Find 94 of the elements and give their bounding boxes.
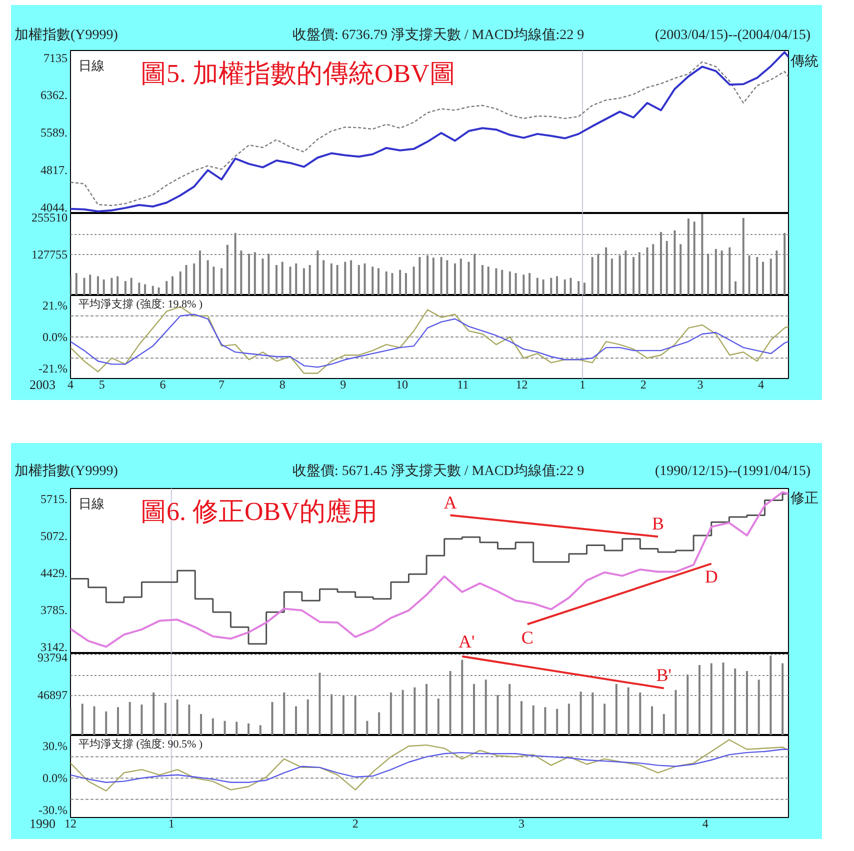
- y-tick-label: -21.%: [38, 362, 68, 376]
- annotation: B: [652, 514, 664, 534]
- x-tick-label: 4: [758, 378, 764, 392]
- x-tick-label: 10: [396, 378, 408, 392]
- x-tick-label: 4: [702, 816, 708, 830]
- bar: [698, 665, 700, 735]
- x-tick-label: 2: [640, 378, 646, 392]
- bar: [81, 704, 84, 735]
- annotation: B': [656, 665, 672, 686]
- x-tick-label: 3: [518, 816, 524, 830]
- x-axis-title: 2003: [30, 377, 56, 392]
- bar: [140, 704, 143, 735]
- text: (2003/04/15)--(2004/04/15): [654, 28, 811, 43]
- bar: [176, 699, 178, 735]
- series-label: 傳統: [790, 54, 818, 70]
- annotation: A: [444, 492, 457, 512]
- annotation: 日線: [78, 58, 104, 73]
- text: (1990/12/15)--(1991/04/15): [654, 464, 811, 479]
- chart-subtitle: 收盤價: 5671.45 淨支撐天數 / MACD均線值:22 9: [292, 463, 584, 479]
- bar: [93, 706, 96, 735]
- bar: [437, 698, 440, 735]
- x-tick-label: 5: [98, 378, 105, 392]
- x-tick-label: 9: [340, 378, 346, 392]
- x-tick-label: 12: [64, 816, 76, 830]
- y-tick-label: 4817.: [40, 162, 68, 177]
- line-series: [70, 739, 788, 792]
- bar: [330, 694, 333, 735]
- x-axis-title: 1990: [30, 816, 56, 831]
- bar: [520, 701, 522, 735]
- x-tick-label: 4: [68, 378, 74, 392]
- bar: [116, 707, 119, 735]
- bar: [342, 695, 344, 735]
- y-tick-label: 21.%: [42, 298, 68, 312]
- annotation: A': [458, 632, 475, 652]
- y-tick-label: 0.0%: [42, 330, 68, 344]
- bar: [366, 720, 368, 735]
- bar: [224, 720, 226, 735]
- bar: [318, 672, 321, 735]
- bar: [236, 722, 238, 735]
- y-tick-label: 3785.: [40, 603, 68, 618]
- y-tick-label: 0.0%: [42, 771, 68, 786]
- y-tick-label: 4429.: [40, 566, 68, 580]
- bar: [105, 711, 108, 735]
- y-tick-label: 7135: [44, 50, 68, 65]
- bar: [532, 705, 534, 735]
- y-tick-label: 5589.: [40, 126, 68, 140]
- bar: [200, 714, 202, 735]
- bar: [651, 706, 654, 735]
- x-tick-label: 2: [352, 816, 358, 830]
- annotation: 日線: [78, 496, 104, 511]
- bar: [212, 718, 214, 735]
- bar: [686, 674, 689, 735]
- bar: [604, 704, 606, 735]
- y-tick-label: 46897: [38, 688, 68, 702]
- bar: [710, 663, 712, 735]
- x-tick-label: 6: [160, 378, 166, 392]
- bar: [568, 704, 570, 735]
- y-tick-label: 5072.: [40, 528, 68, 543]
- bar: [294, 706, 297, 735]
- line-series: [70, 314, 788, 368]
- y-tick-label: -30.%: [38, 803, 68, 818]
- y-tick-label: 127755: [32, 248, 68, 262]
- bar: [378, 712, 380, 735]
- series-label: 修正: [790, 490, 818, 506]
- bar: [556, 708, 558, 735]
- chart-title: 平均淨支撐 (強度: 19.8% ): [78, 298, 203, 310]
- y-tick-label: 5715.: [40, 492, 68, 506]
- x-tick-label: 7: [218, 378, 225, 392]
- chart-subtitle: 收盤價: 6736.79 淨支撐天數 / MACD均線值:22 9: [292, 27, 584, 43]
- bar: [248, 723, 250, 735]
- bar: [306, 699, 309, 735]
- annotation: C: [521, 627, 534, 648]
- line-series: [70, 748, 788, 783]
- y-tick-label: 6362.: [40, 88, 68, 102]
- x-tick-label: 1: [580, 378, 586, 392]
- bar: [164, 702, 166, 735]
- chart-title: 加權指數(Y9999): [14, 27, 118, 43]
- bar: [188, 704, 190, 735]
- annotation: 圖6. 修正OBV的應用: [140, 497, 378, 526]
- bar: [259, 725, 262, 735]
- bar: [662, 714, 665, 735]
- bar: [271, 702, 274, 735]
- bar: [544, 707, 546, 735]
- x-tick-label: 1: [168, 816, 174, 830]
- x-tick-label: 12: [516, 378, 528, 392]
- chart-title: 加權指數(Y9999): [14, 463, 118, 479]
- annotation: D: [704, 566, 718, 587]
- x-tick-label: 8: [279, 378, 286, 392]
- x-tick-label: 11: [457, 378, 469, 392]
- y-tick-label: 30.%: [42, 739, 68, 754]
- annotation: 圖5. 加權指數的傳統OBV圖: [140, 59, 456, 88]
- chart-title: 平均淨支撐 (強度: 90.5% ): [78, 738, 203, 750]
- x-tick-label: 3: [697, 378, 704, 392]
- bar: [128, 702, 131, 735]
